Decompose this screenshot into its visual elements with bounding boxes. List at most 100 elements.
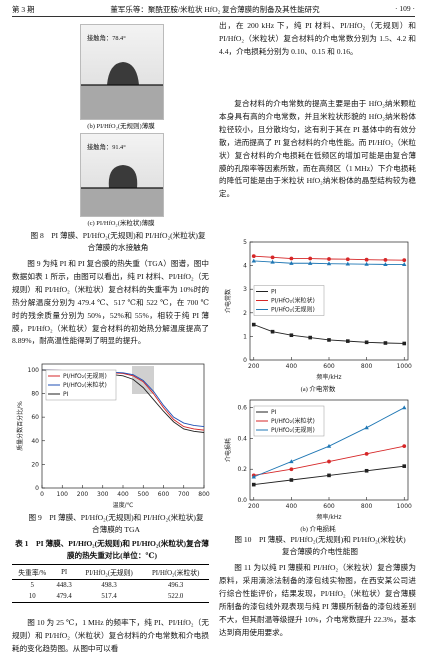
issue: 第 3 期 — [12, 5, 35, 14]
x-tick-label: 700 — [178, 491, 190, 498]
contact-angle: 接触角：78.4° — [87, 35, 126, 42]
header-rule — [12, 16, 415, 17]
x-tick-label: 400 — [286, 503, 298, 510]
column-header: 失重率/% — [18, 570, 47, 577]
y-tick-label: 1 — [243, 333, 247, 340]
cell: 498.3 — [101, 582, 117, 589]
marker — [289, 256, 294, 261]
legend-label: PI/HfO₂(米粒状) — [271, 297, 315, 305]
marker — [289, 478, 294, 482]
marker — [383, 262, 388, 267]
paragraph: 出，在 200 kHz 下，纯 PI 材料、PI/HfO₂（无规则）和 PI/H… — [219, 21, 416, 56]
marker — [383, 258, 388, 262]
marker — [251, 258, 256, 263]
column-header: PI/HfO₂(米粒状) — [152, 570, 200, 577]
marker — [345, 261, 351, 266]
marker — [289, 333, 294, 338]
legend-label: PI/HfO₂(无规则) — [271, 306, 315, 314]
y-tick-label: 20 — [31, 461, 39, 468]
marker — [327, 459, 331, 464]
contact-angle-photo: 接触角：78.4° — [80, 24, 164, 120]
panel-label: (b) 介电损耗 — [300, 526, 336, 533]
cell: 448.3 — [56, 582, 72, 589]
y-axis-label: 介电损耗 — [224, 438, 232, 462]
legend-label: PI/HfO₂(米粒状) — [271, 417, 315, 425]
tga-chart: 0 20 40 60 80 100 0 100 200 300 400 500 600 700 800 温度/… — [16, 363, 210, 509]
panel-label: (b) PI/HfO₂(无规则)薄膜 — [87, 123, 155, 130]
column-header: PI/HfO₂(无规则) — [85, 570, 133, 577]
cell: 5 — [30, 582, 34, 589]
cell: 10 — [28, 593, 36, 600]
dielectric-loss-chart: 0.0 0.2 0.4 0.6 200 400 600 800 1000 频率/kHz 介电损耗 PI… — [224, 399, 412, 521]
x-tick-label: 1000 — [397, 503, 412, 510]
marker — [289, 459, 294, 464]
legend-label: PI — [271, 289, 277, 296]
x-tick-label: 200 — [77, 491, 89, 498]
y-axis-label: 质量分数百分比/% — [16, 401, 24, 451]
y-tick-label: 4 — [243, 263, 247, 270]
marker — [251, 482, 256, 487]
marker — [402, 341, 407, 346]
legend-label: PI/HfO₂(无规则) — [271, 426, 315, 434]
table-wrap: 失重率/% PI PI/HfO₂(无规则) PI/HfO₂(米粒状) 5 448… — [12, 564, 209, 603]
marker — [307, 260, 313, 265]
marker — [364, 261, 369, 266]
marker — [402, 258, 407, 263]
marker — [270, 255, 275, 260]
marker — [327, 338, 331, 342]
x-tick-label: 1000 — [397, 363, 412, 370]
figure-caption: 图 8 PI 薄膜、PI/HfO₂(无规则)和 PI/HfO₂(米粒状)复合薄膜… — [30, 231, 206, 252]
marker — [251, 322, 256, 327]
y-tick-label: 80 — [31, 391, 39, 398]
figure-caption: 图 9 PI 薄膜、PI/HfO₂(无规则)和 PI/HfO₂(米粒状)复合薄膜… — [28, 513, 204, 534]
x-tick-label: 0 — [40, 491, 44, 498]
marker — [402, 405, 407, 410]
marker — [326, 261, 332, 266]
y-tick-label: 5 — [243, 239, 247, 246]
marker — [251, 254, 256, 259]
marker — [364, 257, 369, 262]
droplet — [81, 62, 163, 119]
running-title: 董军乐等：聚酰亚胺/米粒状 HfO₂ 复合薄膜的制备及其性能研究 — [110, 5, 320, 14]
marker — [364, 425, 369, 430]
x-tick-label: 600 — [158, 491, 170, 498]
page-number: · 109 · — [395, 4, 415, 13]
y-tick-label: 3 — [243, 286, 247, 293]
x-tick-label: 200 — [248, 503, 260, 510]
marker — [270, 329, 275, 334]
table-row: 5 448.3 498.3 496.3 — [12, 580, 209, 592]
y-tick-label: 0.0 — [237, 497, 247, 504]
cell: 517.4 — [101, 593, 117, 600]
y-tick-label: 40 — [31, 438, 39, 445]
x-tick-label: 600 — [323, 363, 335, 370]
marker — [308, 335, 312, 340]
x-tick-label: 800 — [361, 503, 373, 510]
marker — [327, 473, 331, 478]
y-tick-label: 100 — [28, 367, 40, 374]
paragraph: 复合材料的介电常数的提高主要是由于 HfO₂纳米颗粒本身具有高的介电常数，并且米… — [219, 99, 416, 199]
marker — [402, 444, 407, 449]
x-tick-label: 800 — [198, 491, 210, 498]
paragraph: 图 10 为 25 ℃，1 MHz 的频率下，纯 PI、PI/HfO₂（无规则）… — [12, 618, 209, 653]
y-tick-label: 0.4 — [237, 435, 247, 442]
x-tick-label: 500 — [138, 491, 150, 498]
x-tick-label: 300 — [97, 491, 109, 498]
table-row: 10 479.4 517.4 522.0 — [12, 591, 209, 603]
droplet — [81, 165, 163, 216]
table: 失重率/% PI PI/HfO₂(无规则) PI/HfO₂(米粒状) 5 448… — [12, 564, 209, 603]
marker — [345, 257, 350, 262]
panel-label: (c) PI/HfO₂(米粒状)薄膜 — [87, 220, 155, 227]
table-header: 失重率/% PI PI/HfO₂(无规则) PI/HfO₂(米粒状) — [12, 564, 209, 580]
y-tick-label: 2 — [243, 310, 247, 317]
y-tick-label: 60 — [31, 414, 39, 421]
legend-label: PI/HfO₂(米粒状) — [63, 381, 107, 389]
marker — [270, 259, 275, 264]
legend-label: PI — [271, 409, 277, 416]
x-tick-label: 800 — [361, 363, 373, 370]
marker — [402, 262, 407, 267]
paragraph: 图 9 为纯 PI 和 PI 复合膜的热失重（TGA）图谱，图中数据如表 1 所… — [12, 259, 209, 346]
marker — [346, 339, 350, 343]
legend-label: PI — [63, 391, 69, 398]
